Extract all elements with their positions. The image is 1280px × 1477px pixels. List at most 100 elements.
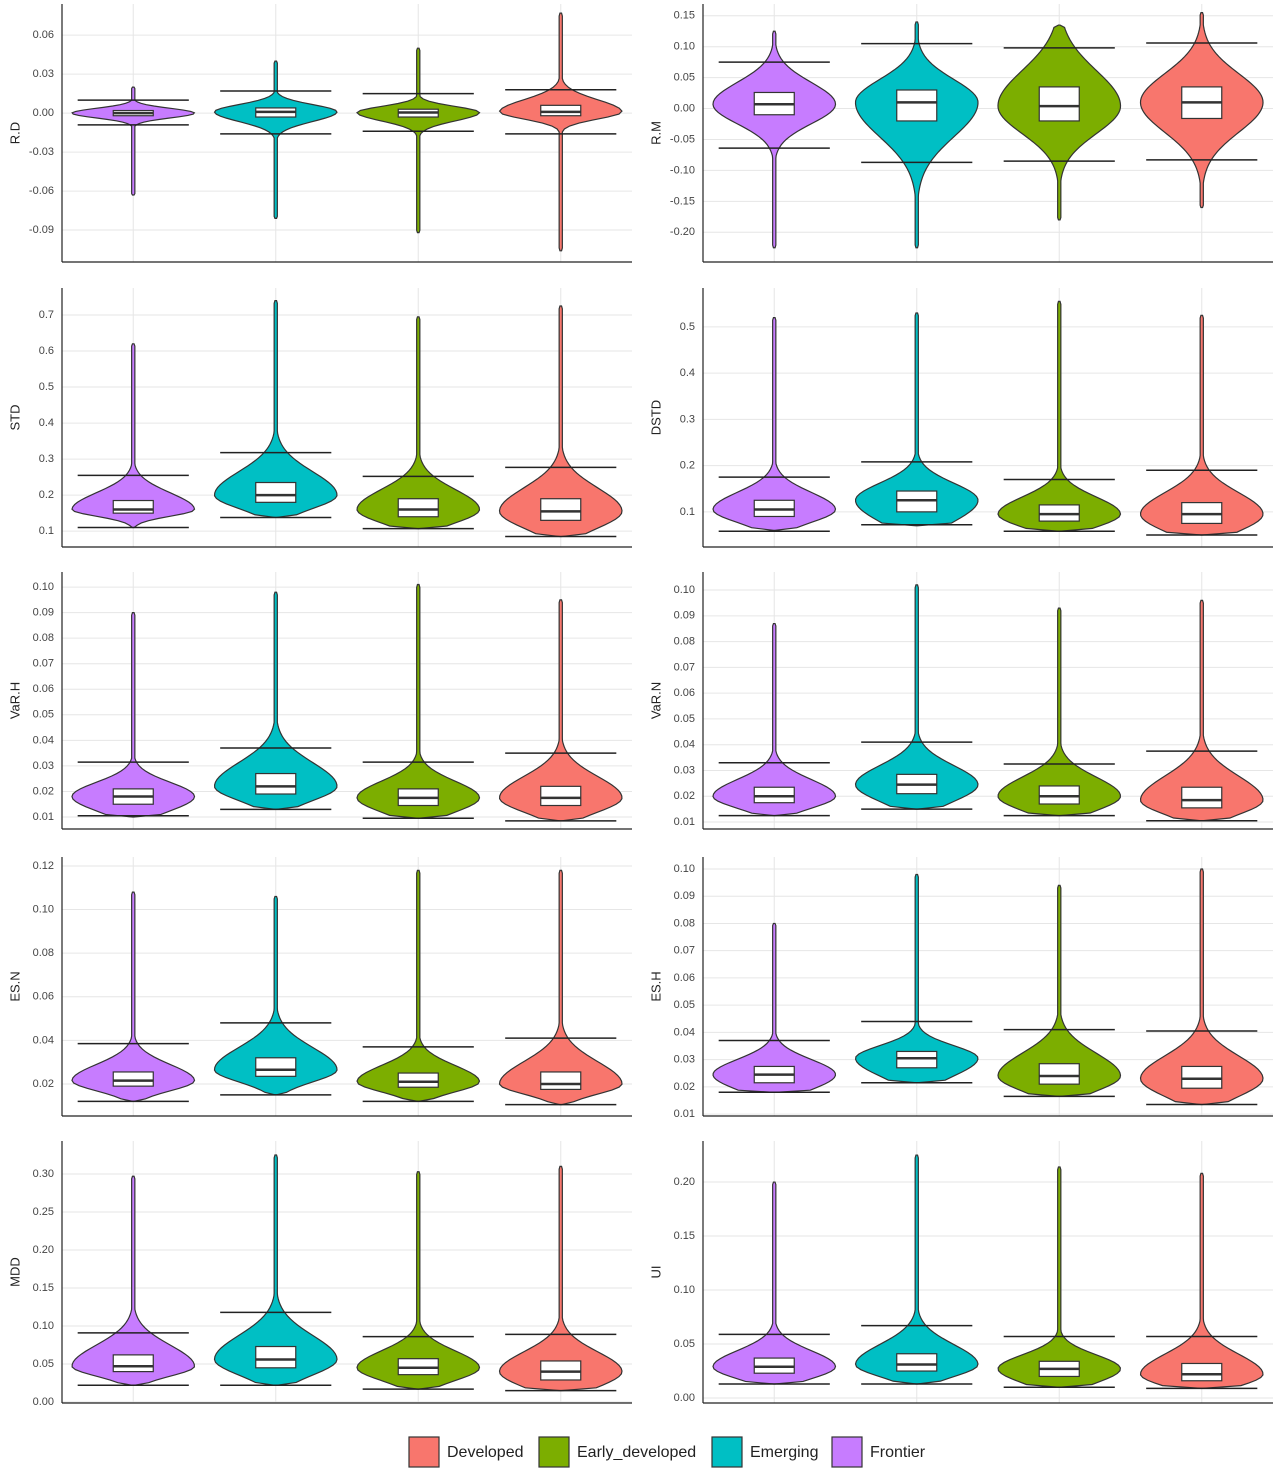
y-tick-label: 0.05 [674, 72, 695, 84]
iqr-box [255, 1345, 297, 1369]
y-tick-label: 0.06 [674, 687, 695, 699]
y-tick-label: 0.15 [33, 1282, 54, 1294]
violin [712, 622, 837, 817]
iqr-box [896, 89, 938, 122]
violin [997, 300, 1122, 532]
violin [997, 884, 1122, 1097]
violin [498, 305, 623, 538]
violin [854, 21, 979, 249]
y-tick-label: -0.10 [670, 164, 695, 176]
y-tick-label: 0.06 [33, 683, 54, 695]
violin [854, 873, 979, 1084]
y-tick-label: 0.08 [674, 917, 695, 929]
y-tick-label: -0.15 [670, 195, 695, 207]
violin [498, 12, 623, 252]
violin [712, 922, 837, 1093]
y-tick-label: 0.02 [674, 1081, 695, 1093]
y-tick-label: 0.05 [674, 1338, 695, 1350]
violin [712, 30, 837, 249]
iqr-box [255, 481, 297, 503]
y-axis-title: ES.H [648, 971, 663, 1001]
violin [356, 47, 481, 234]
violin [356, 583, 481, 819]
y-tick-label: 0.10 [674, 41, 695, 53]
iqr-box [1181, 1362, 1223, 1382]
y-tick-label: 0.4 [680, 367, 695, 379]
y-tick-label: 0.08 [33, 947, 54, 959]
iqr-box [1038, 1063, 1080, 1085]
violin [356, 1171, 481, 1390]
y-tick-label: 0.05 [33, 709, 54, 721]
y-tick-label: 0.20 [33, 1244, 54, 1256]
y-tick-label: -0.03 [29, 146, 54, 158]
y-tick-label: 0.30 [33, 1168, 54, 1180]
violin [71, 891, 196, 1102]
iqr-box [112, 499, 154, 514]
violin [997, 24, 1122, 221]
violin [1139, 1172, 1264, 1389]
y-tick-label: 0.07 [674, 661, 695, 673]
y-tick-label: 0.00 [674, 1392, 695, 1404]
y-tick-label: 0.08 [674, 636, 695, 648]
y-tick-label: 0.5 [680, 321, 695, 333]
violin [213, 300, 338, 519]
y-tick-label: 0.03 [674, 1054, 695, 1066]
legend-swatch [538, 1436, 570, 1468]
y-axis-title: R.D [7, 122, 22, 144]
y-tick-label: 0.6 [39, 345, 54, 357]
violin [997, 607, 1121, 817]
y-tick-label: 0.02 [674, 790, 695, 802]
legend-text: Early_developed [577, 1444, 696, 1461]
y-tick-label: 0.01 [33, 811, 54, 823]
y-tick-label: 0.20 [674, 1176, 695, 1188]
iqr-box [896, 1353, 938, 1372]
violin [213, 60, 338, 219]
violin [1139, 599, 1264, 822]
y-tick-label: 0.3 [39, 453, 54, 465]
iqr-box [1181, 786, 1223, 809]
violin [498, 869, 623, 1106]
y-tick-label: 0.03 [33, 760, 54, 772]
y-tick-label: 0.06 [33, 29, 54, 41]
y-tick-label: 0.10 [674, 863, 695, 875]
y-tick-label: 0.1 [680, 506, 695, 518]
iqr-box [540, 1071, 582, 1091]
violin [712, 1181, 837, 1385]
violin [854, 1154, 979, 1385]
y-tick-label: 0.05 [33, 1358, 54, 1370]
y-axis-title: ES.N [7, 971, 22, 1001]
iqr-box [112, 1071, 154, 1087]
y-tick-label: -0.06 [29, 185, 54, 197]
legend-swatch [408, 1436, 440, 1468]
violin [1139, 314, 1264, 536]
y-tick-label: 0.5 [39, 381, 54, 393]
violin [854, 584, 979, 810]
legend-text: Emerging [750, 1444, 818, 1461]
y-tick-label: 0.08 [33, 632, 54, 644]
y-axis-title: MDD [7, 1257, 22, 1287]
y-tick-label: 0.25 [33, 1206, 54, 1218]
y-tick-label: 0.10 [33, 1320, 54, 1332]
violin [498, 599, 623, 822]
y-tick-label: 0.2 [680, 460, 695, 472]
y-tick-label: 0.2 [39, 489, 54, 501]
violin [1139, 868, 1264, 1106]
violin [997, 1166, 1122, 1388]
y-tick-label: 0.00 [674, 102, 695, 114]
y-tick-label: 0.4 [39, 417, 54, 429]
iqr-box [397, 1072, 439, 1088]
iqr-box [1181, 1065, 1223, 1089]
violin [71, 343, 196, 529]
y-tick-label: 0.09 [674, 610, 695, 622]
y-tick-label: 0.3 [680, 413, 695, 425]
iqr-box [540, 498, 582, 521]
y-tick-label: 0.12 [33, 860, 54, 872]
y-tick-label: 0.04 [674, 1026, 695, 1038]
legend-swatch [831, 1436, 863, 1468]
violin [855, 312, 979, 527]
violin [356, 316, 481, 530]
y-tick-label: 0.07 [674, 945, 695, 957]
legend-swatch [711, 1436, 743, 1468]
